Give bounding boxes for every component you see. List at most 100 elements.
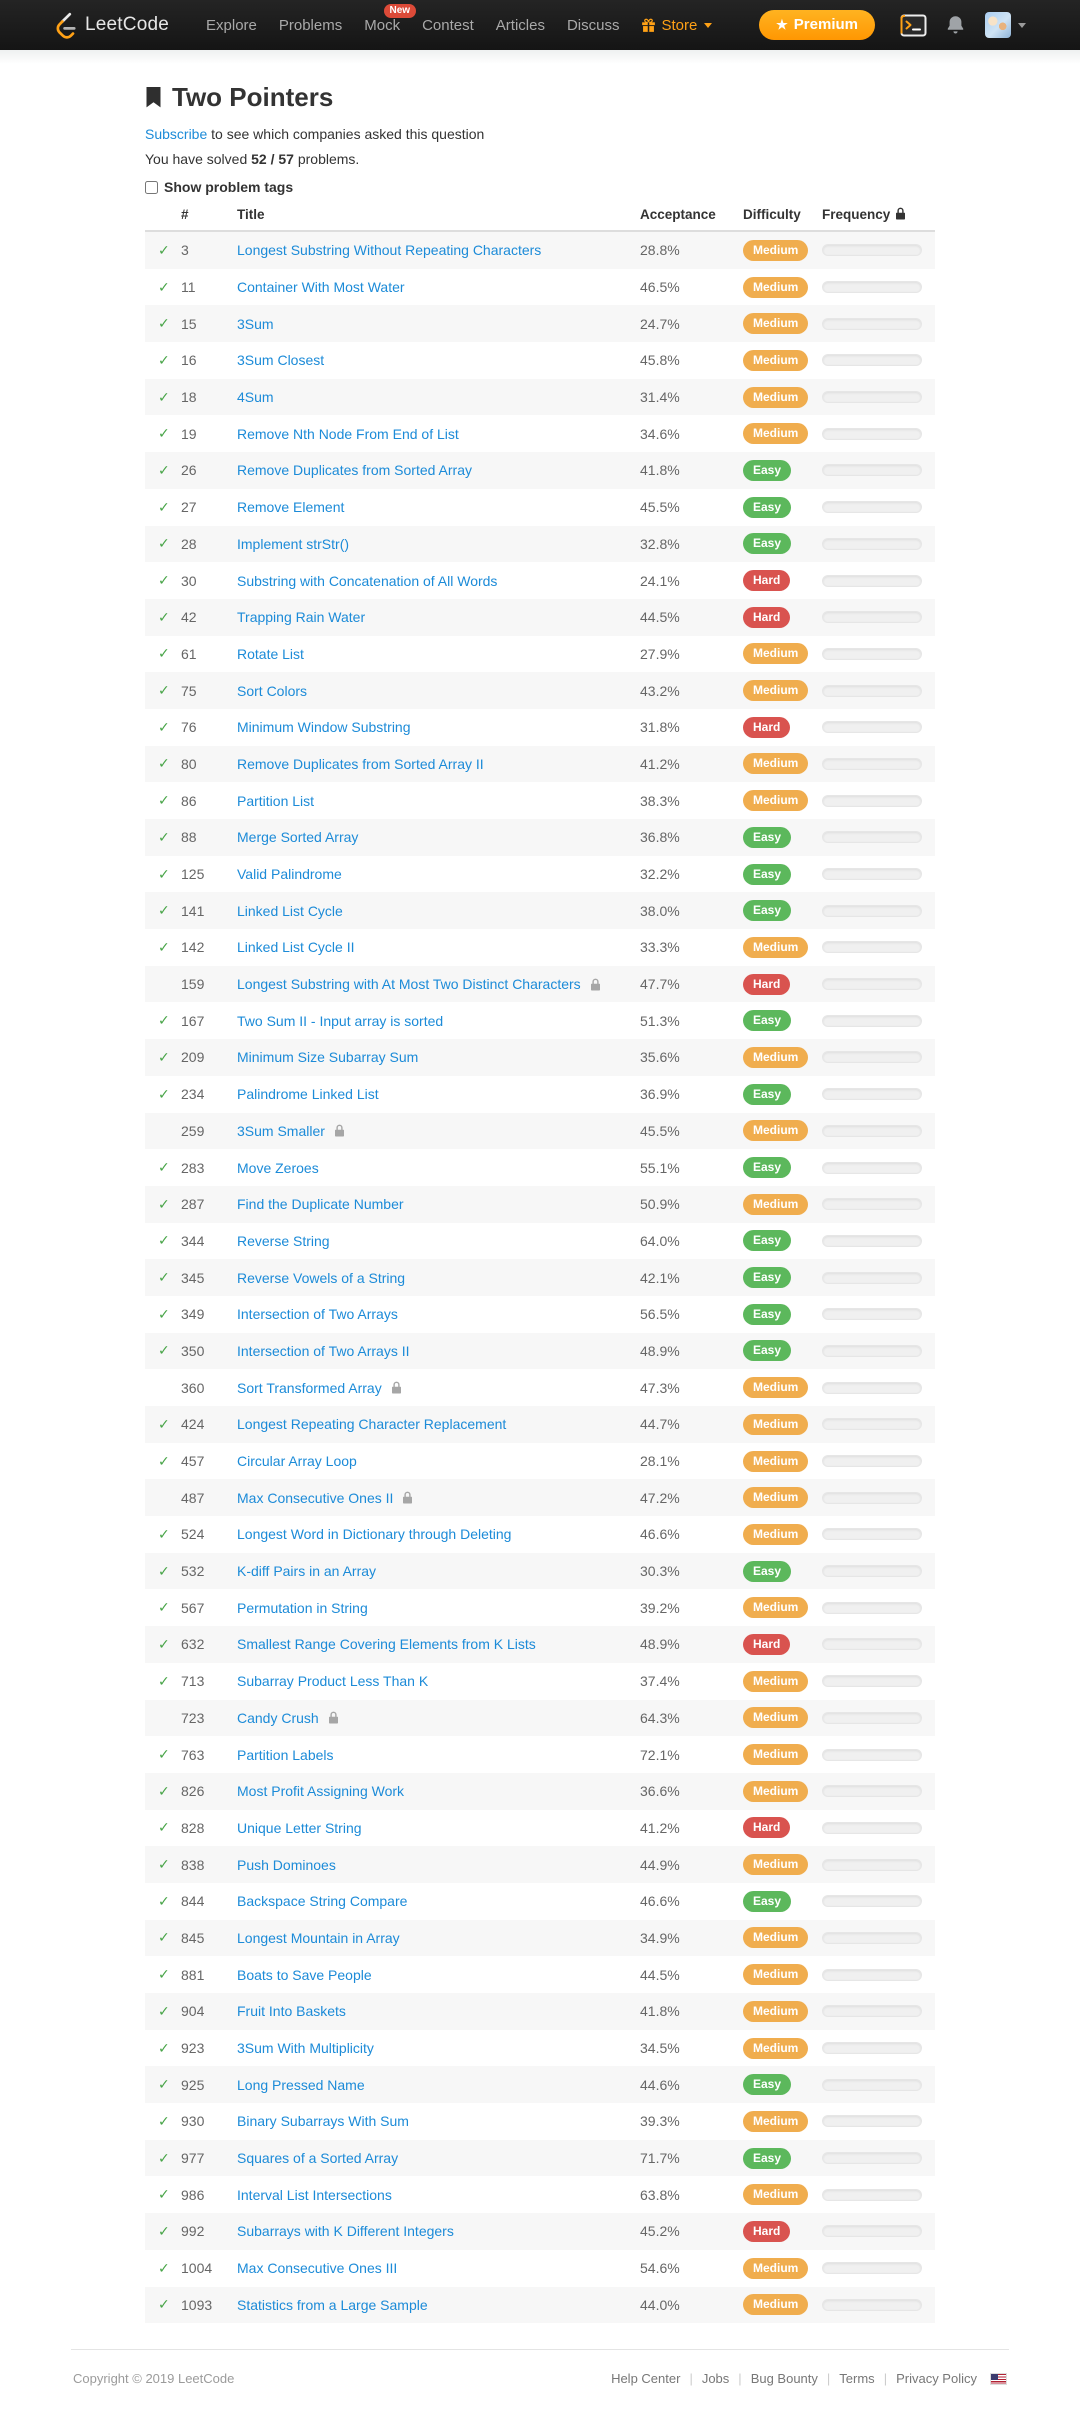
- frequency-bar: [822, 2262, 922, 2275]
- problem-number: 19: [181, 425, 197, 442]
- problem-link[interactable]: Boats to Save People: [237, 1966, 372, 1983]
- show-problem-tags-label[interactable]: Show problem tags: [164, 179, 294, 195]
- nav-item-contest[interactable]: Contest: [422, 17, 474, 34]
- footer-link-jobs[interactable]: Jobs: [701, 2371, 730, 2387]
- problem-link[interactable]: Longest Mountain in Array: [237, 1929, 400, 1946]
- show-problem-tags-checkbox[interactable]: [145, 180, 158, 194]
- problem-link[interactable]: Push Dominoes: [237, 1856, 336, 1873]
- problem-link[interactable]: Longest Repeating Character Replacement: [237, 1416, 507, 1433]
- problem-link[interactable]: Sort Colors: [237, 682, 308, 699]
- footer-link-privacy-policy[interactable]: Privacy Policy: [896, 2371, 977, 2387]
- header-difficulty[interactable]: Difficulty: [743, 207, 801, 222]
- problem-link[interactable]: Candy Crush: [237, 1709, 319, 1726]
- problem-link[interactable]: Partition Labels: [237, 1746, 334, 1763]
- problem-number: 763: [181, 1746, 205, 1763]
- nav-item-problems[interactable]: Problems: [279, 17, 342, 34]
- problem-number: 16: [181, 352, 197, 369]
- problem-number: 930: [181, 2113, 205, 2130]
- problem-link[interactable]: Move Zeroes: [237, 1159, 319, 1176]
- problem-link[interactable]: Palindrome Linked List: [237, 1086, 379, 1103]
- difficulty-badge: Easy: [743, 1560, 792, 1582]
- problem-link[interactable]: Intersection of Two Arrays: [237, 1306, 398, 1323]
- user-menu[interactable]: [985, 12, 1026, 38]
- problem-link[interactable]: Unique Letter String: [237, 1819, 362, 1836]
- header-number[interactable]: #: [181, 207, 189, 222]
- nav-item-mock[interactable]: Mock New: [364, 3, 417, 34]
- problem-link[interactable]: Intersection of Two Arrays II: [237, 1342, 410, 1359]
- leetcode-logo[interactable]: LeetCode: [53, 11, 169, 39]
- difficulty-cell: Easy: [730, 1890, 820, 1912]
- problem-number: 28: [181, 535, 197, 552]
- problem-link[interactable]: Binary Subarrays With Sum: [237, 2113, 409, 2130]
- table-row: ✓ 925 Long Pressed Name 44.6% Easy: [145, 2066, 935, 2104]
- problem-link[interactable]: Remove Duplicates from Sorted Array II: [237, 755, 484, 772]
- problem-number: 18: [181, 389, 197, 406]
- problem-link[interactable]: Linked List Cycle: [237, 902, 343, 919]
- problem-link[interactable]: Longest Word in Dictionary through Delet…: [237, 1526, 512, 1543]
- problem-link[interactable]: Most Profit Assigning Work: [237, 1783, 405, 1800]
- problem-link[interactable]: Permutation in String: [237, 1599, 368, 1616]
- nav-item-articles[interactable]: Articles: [496, 17, 545, 34]
- nav-item-explore[interactable]: Explore: [206, 17, 257, 34]
- playground-button[interactable]: [900, 14, 927, 37]
- problem-link[interactable]: Trapping Rain Water: [237, 609, 366, 626]
- problem-link[interactable]: Valid Palindrome: [237, 866, 342, 883]
- nav-item-discuss[interactable]: Discuss: [567, 17, 620, 34]
- acceptance-value: 27.9%: [640, 645, 680, 662]
- problem-link[interactable]: Subarray Product Less Than K: [237, 1673, 429, 1690]
- footer-link-terms[interactable]: Terms: [839, 2371, 875, 2387]
- problem-link[interactable]: Sort Transformed Array: [237, 1379, 382, 1396]
- problem-link[interactable]: Statistics from a Large Sample: [237, 2296, 428, 2313]
- problem-link[interactable]: Implement strStr(): [237, 535, 350, 552]
- premium-button[interactable]: ★ Premium: [759, 10, 875, 40]
- subscribe-link[interactable]: Subscribe: [145, 126, 208, 142]
- problem-link[interactable]: 3Sum: [237, 315, 274, 332]
- problem-link[interactable]: Subarrays with K Different Integers: [237, 2223, 454, 2240]
- problem-link[interactable]: Reverse String: [237, 1232, 330, 1249]
- problem-number: 141: [181, 902, 205, 919]
- problem-link[interactable]: Rotate List: [237, 645, 304, 662]
- nav-item-store[interactable]: Store: [641, 17, 713, 34]
- header-title[interactable]: Title: [237, 207, 265, 222]
- problem-link[interactable]: 4Sum: [237, 389, 274, 406]
- problem-link[interactable]: 3Sum Closest: [237, 352, 325, 369]
- header-solved: [145, 207, 175, 222]
- problem-link[interactable]: Merge Sorted Array: [237, 829, 359, 846]
- header-frequency[interactable]: Frequency: [820, 207, 935, 222]
- problem-link[interactable]: Squares of a Sorted Array: [237, 2150, 399, 2167]
- footer-separator: |: [883, 2371, 888, 2387]
- problem-link[interactable]: Circular Array Loop: [237, 1453, 357, 1470]
- problem-link[interactable]: Minimum Window Substring: [237, 719, 411, 736]
- problem-link[interactable]: Backspace String Compare: [237, 1893, 408, 1910]
- problem-link[interactable]: Longest Substring with At Most Two Disti…: [237, 976, 581, 993]
- footer-link-help-center[interactable]: Help Center: [611, 2371, 681, 2387]
- problem-link[interactable]: Container With Most Water: [237, 279, 405, 296]
- problem-link[interactable]: Longest Substring Without Repeating Char…: [237, 242, 542, 259]
- problem-link[interactable]: K-diff Pairs in an Array: [237, 1563, 377, 1580]
- problem-link[interactable]: Remove Element: [237, 499, 345, 516]
- header-acceptance[interactable]: Acceptance: [640, 207, 716, 222]
- acceptance-value: 50.9%: [640, 1196, 680, 1213]
- problem-link[interactable]: Partition List: [237, 792, 315, 809]
- us-flag-icon[interactable]: [990, 2372, 1007, 2385]
- problem-link[interactable]: Minimum Size Subarray Sum: [237, 1049, 419, 1066]
- problem-link[interactable]: Linked List Cycle II: [237, 939, 355, 956]
- notifications-button[interactable]: [946, 15, 965, 36]
- problem-link[interactable]: Reverse Vowels of a String: [237, 1269, 406, 1286]
- problem-link[interactable]: Find the Duplicate Number: [237, 1196, 404, 1213]
- problem-link[interactable]: Remove Nth Node From End of List: [237, 425, 459, 442]
- problem-link[interactable]: Two Sum II - Input array is sorted: [237, 1012, 444, 1029]
- problem-link[interactable]: Remove Duplicates from Sorted Array: [237, 462, 472, 479]
- footer-link-bug-bounty[interactable]: Bug Bounty: [750, 2371, 818, 2387]
- problem-link[interactable]: Smallest Range Covering Elements from K …: [237, 1636, 536, 1653]
- problem-link[interactable]: Fruit Into Baskets: [237, 2003, 346, 2020]
- problem-link[interactable]: Long Pressed Name: [237, 2076, 365, 2093]
- problem-link[interactable]: Interval List Intersections: [237, 2186, 392, 2203]
- nav-item-label: Articles: [495, 16, 545, 34]
- problem-link[interactable]: Max Consecutive Ones II: [237, 1489, 394, 1506]
- problem-link[interactable]: Substring with Concatenation of All Word…: [237, 572, 498, 589]
- problem-title-cell: Intersection of Two Arrays II: [225, 1343, 630, 1359]
- problem-link[interactable]: Max Consecutive Ones III: [237, 2260, 398, 2277]
- problem-link[interactable]: 3Sum Smaller: [237, 1122, 325, 1139]
- problem-link[interactable]: 3Sum With Multiplicity: [237, 2040, 374, 2057]
